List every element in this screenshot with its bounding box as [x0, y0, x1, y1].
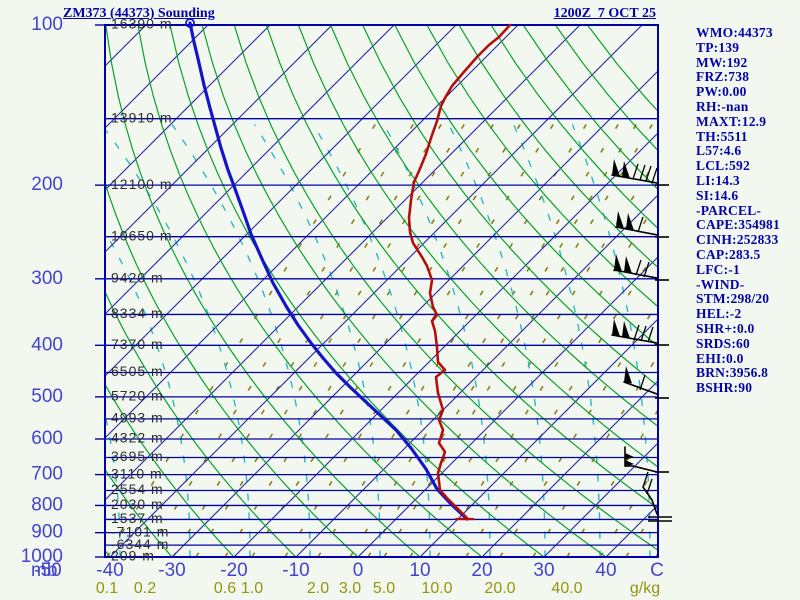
- svg-text:4322 m: 4322 m: [111, 430, 164, 446]
- svg-text:200: 200: [31, 174, 63, 195]
- index-item: HEL:-2: [696, 306, 742, 322]
- svg-text:9420 m: 9420 m: [111, 270, 164, 286]
- index-item: LCL:592: [696, 158, 750, 174]
- index-item: BRN:3956.8: [696, 365, 769, 381]
- dewpoint-top-marker: [185, 18, 195, 28]
- index-item: -WIND-: [696, 276, 745, 292]
- pressure-labels: 100 200 300 400 500 600 700 800 900 1000: [21, 14, 63, 567]
- svg-text:10: 10: [409, 560, 430, 581]
- svg-text:3695 m: 3695 m: [111, 448, 164, 464]
- svg-text:-20: -20: [220, 560, 247, 581]
- svg-text:700: 700: [31, 464, 63, 485]
- index-item: LFC:-1: [696, 261, 740, 277]
- svg-text:900: 900: [31, 522, 63, 543]
- svg-text:6505 m: 6505 m: [111, 363, 164, 379]
- svg-text:16390 m: 16390 m: [111, 16, 172, 32]
- svg-text:7370 m: 7370 m: [111, 336, 164, 352]
- index-item: SI:14.6: [696, 187, 739, 203]
- index-item: WMO:44373: [696, 25, 773, 40]
- svg-text:-50: -50: [34, 560, 61, 581]
- svg-text:mb: mb: [31, 560, 57, 581]
- dewpoint-trace: [185, 18, 469, 521]
- index-item: SRDS:60: [696, 335, 750, 351]
- index-item: -PARCEL-: [696, 202, 762, 218]
- svg-text:0.2: 0.2: [134, 580, 156, 597]
- svg-text:2554 m: 2554 m: [111, 481, 164, 497]
- svg-text:12100 m: 12100 m: [111, 176, 172, 192]
- index-item: TP:139: [696, 39, 740, 55]
- svg-text:3.0: 3.0: [339, 580, 361, 597]
- svg-text:500: 500: [31, 386, 63, 407]
- index-item: FRZ:738: [696, 69, 750, 85]
- svg-text:40.0: 40.0: [551, 580, 582, 597]
- svg-text:-10: -10: [282, 560, 309, 581]
- svg-text:1000: 1000: [21, 546, 63, 567]
- index-item: EHI:0.0: [696, 350, 744, 366]
- index-item: SHR+:0.0: [696, 320, 755, 336]
- temperature-trace: [407, 23, 512, 521]
- svg-text:30: 30: [533, 560, 554, 581]
- index-item: BSHR:90: [696, 380, 753, 396]
- index-item: CAP:283.5: [696, 246, 761, 262]
- svg-text:2030 m: 2030 m: [111, 496, 164, 512]
- svg-text:13910 m: 13910 m: [111, 109, 172, 125]
- isotherms: [105, 25, 658, 557]
- mixing-ratio-labels: 0.1 0.2 0.6 1.0 2.0 3.0 5.0 10.0 20.0 40.0 g/kg: [96, 580, 660, 597]
- svg-text:20.0: 20.0: [484, 580, 515, 597]
- svg-text:10650 m: 10650 m: [111, 227, 172, 243]
- index-item: RH:-nan: [696, 98, 749, 114]
- svg-text:4993 m: 4993 m: [111, 410, 164, 426]
- svg-text:-30: -30: [158, 560, 185, 581]
- svg-text:300: 300: [31, 268, 63, 289]
- sounding-datetime: 1200Z 7 OCT 25: [553, 6, 656, 21]
- svg-text:20: 20: [471, 560, 492, 581]
- temp-axis-labels: mb-50 -40 -30 -20 -10 0 10 20 30 40 C: [31, 560, 664, 581]
- svg-text:100: 100: [31, 14, 63, 35]
- height-labels: 16390 m 13910 m 12100 m 10650 m 9420 m 8334 m…: [111, 16, 172, 564]
- index-item: MAXT:12.9: [696, 113, 767, 129]
- index-item: LI:14.3: [696, 172, 740, 188]
- index-item: L57:4.6: [696, 143, 742, 159]
- page-title: ZM373 (44373) Sounding: [63, 6, 215, 21]
- svg-text:1537 m: 1537 m: [111, 510, 164, 526]
- svg-text:3110 m: 3110 m: [111, 465, 163, 481]
- index-item: PW:0.00: [696, 84, 747, 100]
- svg-text:1.0: 1.0: [241, 580, 263, 597]
- svg-text:10.0: 10.0: [421, 580, 452, 597]
- svg-text:400: 400: [31, 334, 63, 355]
- svg-text:0.6: 0.6: [214, 580, 236, 597]
- svg-text:-7101 m: -7101 m: [111, 523, 169, 539]
- index-item: TH:5511: [696, 128, 748, 144]
- svg-text:0: 0: [353, 560, 364, 581]
- svg-text:600: 600: [31, 428, 63, 449]
- svg-text:C: C: [650, 560, 664, 581]
- svg-text:2.0: 2.0: [307, 580, 329, 597]
- index-item: MW:192: [696, 54, 748, 70]
- svg-text:g/kg: g/kg: [630, 580, 660, 597]
- moist-adiabats: [105, 124, 651, 558]
- svg-text:5720 m: 5720 m: [111, 388, 164, 404]
- svg-text:-6344 m: -6344 m: [111, 536, 169, 552]
- index-item: CAPE:354981: [696, 217, 780, 233]
- plot-border: [104, 24, 659, 558]
- svg-text:5.0: 5.0: [373, 580, 395, 597]
- svg-text:8334 m: 8334 m: [111, 305, 164, 321]
- index-item: STM:298/20: [696, 291, 770, 307]
- svg-text:800: 800: [31, 494, 63, 515]
- svg-text:-40: -40: [96, 560, 123, 581]
- svg-text:40: 40: [595, 560, 616, 581]
- index-item: CINH:252833: [696, 232, 779, 248]
- wind-barbs: [611, 159, 672, 522]
- svg-text:0.1: 0.1: [96, 580, 118, 597]
- indices-panel: WMO:44373 TP:139 MW:192 FRZ:738 PW:0.00 RH:-n…: [696, 25, 798, 396]
- svg-text:209 m: 209 m: [111, 548, 155, 564]
